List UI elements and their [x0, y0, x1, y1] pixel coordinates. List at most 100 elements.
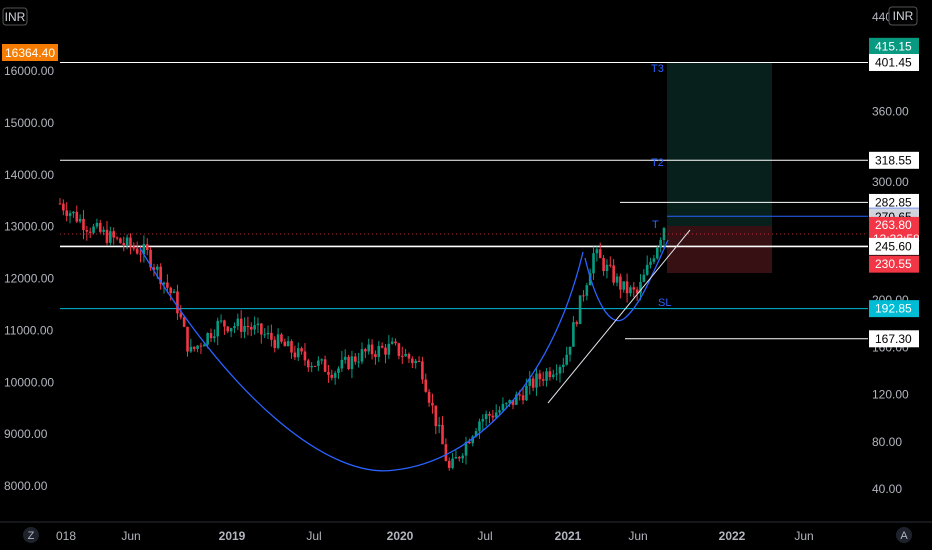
x-axis[interactable]: 018 Jun 2019 Jul 2020 Jul 2021 Jun 2022 Jun: [56, 529, 814, 543]
candle-body: [102, 229, 105, 232]
stop-zone: [667, 226, 772, 273]
candle-body: [156, 266, 159, 270]
right-currency-badge[interactable]: [888, 6, 918, 26]
candle-body: [109, 231, 112, 243]
candles: [58, 198, 666, 471]
candle-body: [317, 360, 320, 366]
candle-body: [535, 373, 538, 388]
candle-body: [323, 359, 327, 372]
candle-body: [575, 322, 579, 324]
candle-body: [98, 222, 102, 232]
price-badge-text: 415.15: [875, 39, 912, 53]
right-tick-label: 80.00: [872, 435, 902, 449]
candle-body: [152, 267, 156, 270]
candle-body: [65, 210, 69, 216]
left-tick-label: 14000.00: [4, 168, 54, 182]
right-currency-label: INR: [893, 9, 914, 23]
candle-body: [132, 246, 136, 249]
candle-body: [521, 395, 525, 401]
candle-body: [196, 345, 199, 349]
left-axis[interactable]: 1716000.0015000.0014000.0013000.0012000.…: [4, 12, 54, 493]
candle-body: [568, 346, 572, 355]
candle-body: [229, 328, 233, 332]
right-tick-label: 40.00: [872, 482, 902, 496]
candle-body: [179, 313, 183, 318]
candle-body: [515, 394, 518, 405]
candle-body: [189, 346, 193, 352]
candle-body: [622, 281, 626, 290]
price-badge-text: 245.60: [875, 239, 912, 253]
price-badge-text: 192.85: [875, 302, 912, 316]
annotation-sl: SL: [658, 297, 671, 309]
x-tick-label: 2019: [219, 529, 246, 543]
candle-body: [172, 291, 176, 294]
candle-body: [253, 325, 256, 330]
candle-body: [169, 287, 173, 294]
candle-body: [434, 405, 438, 427]
candle-body: [374, 354, 377, 357]
candle-body: [135, 248, 139, 254]
candle-body: [310, 365, 313, 368]
candle-body: [538, 373, 542, 380]
x-tick-label: 2020: [387, 529, 414, 543]
price-badge-text: 401.45: [875, 55, 912, 69]
auto-scale-button[interactable]: [896, 527, 912, 543]
candle-body: [478, 421, 481, 432]
annotation-t3: T3: [651, 63, 664, 75]
candle-body: [307, 360, 310, 368]
candle-body: [662, 228, 666, 240]
left-price-text: 16364.40: [5, 46, 55, 60]
level-lines: [60, 61, 868, 340]
candle-body: [364, 349, 367, 352]
candle-body: [92, 226, 95, 233]
candle-body: [548, 371, 552, 378]
candle-body: [209, 333, 213, 339]
candle-body: [585, 285, 589, 296]
candle-body: [471, 436, 475, 444]
candle-body: [407, 353, 411, 359]
candle-body: [488, 413, 491, 416]
candle-body: [400, 355, 404, 357]
candle-body: [273, 339, 277, 349]
candle-body: [129, 237, 132, 247]
candle-body: [562, 364, 565, 368]
candle-body: [139, 253, 142, 255]
candle-body: [58, 203, 62, 205]
candle-body: [397, 343, 401, 356]
candle-body: [219, 320, 223, 322]
candle-body: [437, 424, 441, 427]
candle-body: [431, 402, 434, 406]
candle-body: [625, 281, 629, 294]
candle-body: [206, 333, 209, 345]
candle-body: [508, 400, 511, 404]
candle-body: [293, 352, 297, 358]
candle-body: [421, 361, 424, 380]
candle-body: [558, 367, 562, 374]
candle-body: [468, 441, 471, 444]
x-tick-label: Jun: [794, 529, 813, 543]
candle-body: [377, 346, 381, 357]
candle-body: [162, 282, 166, 285]
left-currency-badge[interactable]: [2, 7, 28, 26]
left-price-badge: [2, 44, 58, 61]
left-tick-label: 12000.00: [4, 272, 54, 286]
candle-body: [498, 410, 501, 413]
trendline: [547, 229, 691, 404]
cup-curve: [139, 247, 584, 472]
candle-body: [635, 289, 639, 294]
zoom-button[interactable]: [23, 527, 39, 543]
candle-body: [239, 318, 243, 332]
candle-body: [263, 334, 266, 336]
candle-body: [233, 326, 236, 329]
candle-body: [159, 266, 162, 285]
candle-body: [605, 264, 609, 272]
candle-body: [249, 327, 253, 330]
x-tick-label: 2022: [719, 529, 746, 543]
candle-body: [481, 419, 485, 422]
candle-body: [484, 413, 488, 420]
candle-body: [632, 287, 636, 290]
candle-body: [595, 249, 599, 254]
right-tick-label: 300.00: [872, 175, 909, 189]
price-badge: [869, 330, 919, 348]
